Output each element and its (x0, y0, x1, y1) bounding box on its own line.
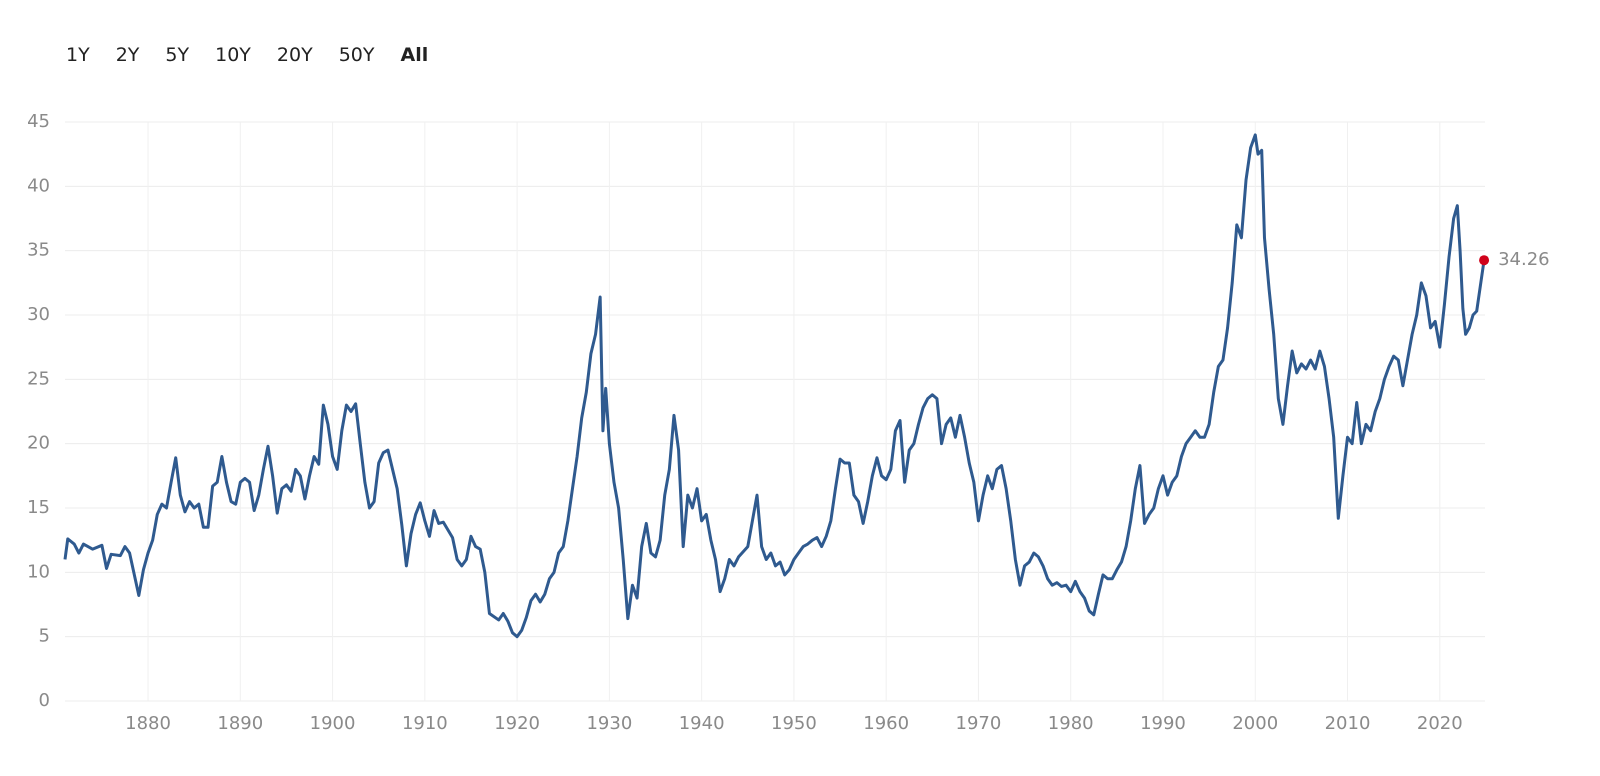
range-button[interactable]: 1Y (56, 40, 100, 70)
range-button[interactable]: 10Y (205, 40, 261, 70)
last-value-label: 34.26 (1498, 249, 1550, 270)
y-tick-label: 25 (27, 368, 50, 389)
x-tick-label: 2000 (1232, 713, 1278, 734)
x-tick-label: 1960 (863, 713, 909, 734)
range-button[interactable]: 50Y (329, 40, 385, 70)
x-tick-label: 1920 (494, 713, 540, 734)
y-tick-label: 35 (27, 240, 50, 261)
y-tick-label: 5 (39, 626, 50, 647)
y-tick-label: 15 (27, 497, 50, 518)
y-tick-label: 30 (27, 304, 50, 325)
x-tick-label: 1970 (956, 713, 1002, 734)
y-tick-label: 10 (27, 561, 50, 582)
x-tick-label: 1880 (125, 713, 171, 734)
x-tick-label: 1910 (402, 713, 448, 734)
y-tick-label: 0 (39, 690, 50, 711)
y-tick-label: 45 (27, 111, 50, 132)
x-tick-label: 1900 (310, 713, 356, 734)
range-selector: 1Y 2Y 5Y 10Y 20Y 50Y All (56, 40, 444, 70)
line-series (63, 133, 1486, 639)
x-tick-label: 2020 (1417, 713, 1463, 734)
x-tick-label: 1890 (217, 713, 263, 734)
last-point (1479, 255, 1490, 266)
x-tick-label: 1940 (679, 713, 725, 734)
x-tick-label: 2010 (1325, 713, 1371, 734)
x-tick-label: 1980 (1048, 713, 1094, 734)
range-button[interactable]: All (391, 40, 439, 70)
range-button[interactable]: 20Y (267, 40, 323, 70)
y-tick-label: 40 (27, 175, 50, 196)
x-tick-label: 1990 (1140, 713, 1186, 734)
y-tick-label: 20 (27, 433, 50, 454)
range-button[interactable]: 5Y (155, 40, 199, 70)
x-tick-label: 1930 (586, 713, 632, 734)
x-tick-label: 1950 (771, 713, 817, 734)
range-button[interactable]: 2Y (106, 40, 150, 70)
